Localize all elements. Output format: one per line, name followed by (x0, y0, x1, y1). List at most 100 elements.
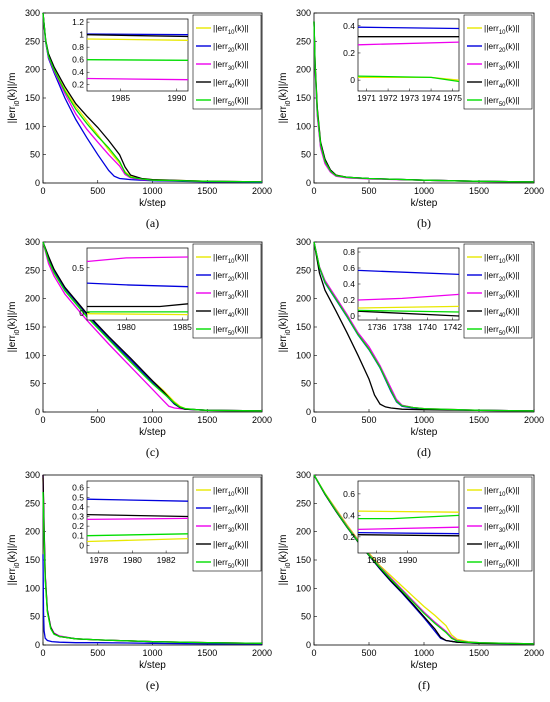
x-tick-label: 1000 (142, 415, 162, 425)
y-axis-label: ||erri0(k)||/m (7, 73, 21, 124)
inset-x-tick-label: 1974 (422, 93, 441, 103)
y-tick-label: 100 (25, 121, 40, 131)
y-tick-label: 50 (30, 379, 40, 389)
x-tick-label: 1000 (142, 186, 162, 196)
y-tick-label: 300 (25, 470, 40, 480)
x-tick-label: 2000 (524, 648, 544, 658)
panel-caption: (f) (418, 678, 430, 692)
x-tick-label: 1500 (197, 415, 217, 425)
x-tick-label: 1500 (197, 648, 217, 658)
legend-label: ||err40(k)|| (213, 539, 249, 552)
y-tick-label: 200 (296, 527, 311, 537)
y-axis-label: ||erri0(k)||/m (278, 535, 292, 586)
y-tick-label: 50 (301, 379, 311, 389)
inset-series-line-2 (357, 531, 460, 535)
x-tick-label: 500 (361, 648, 376, 658)
inset-series-line-5 (357, 309, 460, 313)
inset-x-tick-label: 1973 (400, 93, 419, 103)
inset-x-tick-label: 1978 (89, 555, 108, 565)
inset-y-tick-label: 0.6 (72, 55, 84, 65)
y-tick-label: 0 (306, 407, 311, 417)
y-tick-label: 150 (25, 93, 40, 103)
y-tick-label: 300 (25, 237, 40, 247)
legend-label: ||err10(k)|| (484, 485, 520, 498)
x-tick-label: 500 (90, 648, 105, 658)
x-axis-label: k/step (139, 660, 166, 671)
series-line-5 (313, 474, 535, 645)
y-tick-label: 200 (25, 527, 40, 537)
y-tick-label: 50 (301, 150, 311, 160)
inset-series-line-3 (357, 41, 460, 46)
inset-x-tick-label: 1985 (111, 93, 130, 103)
legend-label: ||err10(k)|| (213, 252, 249, 265)
y-tick-label: 150 (25, 555, 40, 565)
x-tick-label: 2000 (252, 415, 272, 425)
inset-series-line-5 (358, 514, 460, 520)
y-tick-label: 100 (296, 350, 311, 360)
y-tick-label: 200 (25, 65, 40, 75)
legend: ||err10(k)|| ||err20(k)|| ||err30(k)|| ||er… (463, 14, 533, 110)
legend-label: ||err30(k)|| (213, 288, 249, 301)
y-axis-label: ||erri0(k)||/m (7, 302, 21, 353)
panel-caption: (b) (417, 216, 431, 230)
x-tick-label: 2000 (252, 648, 272, 658)
legend-label: ||err20(k)|| (484, 503, 520, 516)
inset-y-tick-label: 0 (350, 75, 355, 85)
series-line-5 (42, 12, 263, 183)
series-line-5 (42, 491, 263, 644)
inset-frame (86, 480, 189, 554)
inset-x-tick-label: 1980 (117, 322, 136, 332)
x-tick-label: 2000 (524, 186, 544, 196)
legend: ||err10(k)|| ||err20(k)|| ||err30(k)|| ||er… (463, 476, 533, 572)
inset-x-tick-label: 1971 (357, 93, 376, 103)
legend-label: ||err50(k)|| (484, 95, 520, 108)
chart-panel-4: 0 500 1000 1500 2000 0 50 100 150 200 250 300 k/step… (278, 237, 544, 459)
inset-series-line-4 (87, 303, 189, 308)
legend-label: ||err20(k)|| (213, 41, 249, 54)
inset-y-tick-label: 0.4 (343, 510, 355, 520)
inset-x-tick-label: 1990 (167, 93, 186, 103)
series-line-5 (313, 21, 535, 183)
inset-x-tick-label: 1738 (393, 322, 412, 332)
chart-panel-1: 0 500 1000 1500 2000 0 50 100 150 200 250 300 k/step… (7, 8, 272, 230)
inset-series-line-2 (357, 26, 460, 30)
inset-series-line-1 (357, 305, 460, 309)
x-tick-label: 2000 (252, 186, 272, 196)
legend-box (192, 14, 262, 110)
x-tick-label: 0 (311, 648, 316, 658)
inset-frame (357, 18, 460, 92)
y-tick-label: 100 (296, 583, 311, 593)
series-line-2 (42, 554, 262, 645)
inset-x-tick-label: 1740 (418, 322, 437, 332)
y-tick-label: 200 (25, 294, 40, 304)
inset-series-line-1 (86, 537, 189, 543)
inset-series-line-4 (86, 513, 189, 518)
x-tick-label: 1000 (414, 186, 434, 196)
inset-y-tick-label: 0.2 (72, 80, 84, 90)
chart-panel-3: 0 500 1000 1500 2000 0 50 100 150 200 250 300 k/step… (7, 237, 272, 459)
inset-frame (357, 480, 460, 554)
y-tick-label: 0 (306, 178, 311, 188)
inset-frame (86, 18, 189, 92)
y-tick-label: 200 (296, 65, 311, 75)
legend-box (192, 243, 262, 339)
y-tick-label: 0 (35, 640, 40, 650)
x-tick-label: 500 (90, 415, 105, 425)
x-axis-label: k/step (411, 660, 438, 671)
inset-x-tick-label: 1988 (367, 555, 386, 565)
legend-label: ||err30(k)|| (484, 59, 520, 72)
panel-caption: (d) (417, 445, 431, 459)
x-tick-label: 0 (311, 415, 316, 425)
inset-series-line-2 (357, 269, 460, 276)
inset-x-tick-label: 1742 (443, 322, 462, 332)
legend-label: ||err20(k)|| (484, 270, 520, 283)
x-tick-label: 1500 (197, 186, 217, 196)
y-tick-label: 300 (296, 470, 311, 480)
x-axis-label: k/step (411, 427, 438, 438)
inset-y-tick-label: 0.1 (72, 531, 84, 541)
legend: ||err10(k)|| ||err20(k)|| ||err30(k)|| ||er… (192, 243, 262, 339)
inset-y-tick-label: 0 (79, 308, 84, 318)
inset-plot: 1736 1738 1740 1742 0 0.2 0.4 0.6 0.8 (343, 247, 462, 332)
inset-plot: 1978 1980 1982 00.10.20.30.40.50.6 (72, 480, 189, 565)
inset-y-tick-label: 0.2 (343, 295, 355, 305)
